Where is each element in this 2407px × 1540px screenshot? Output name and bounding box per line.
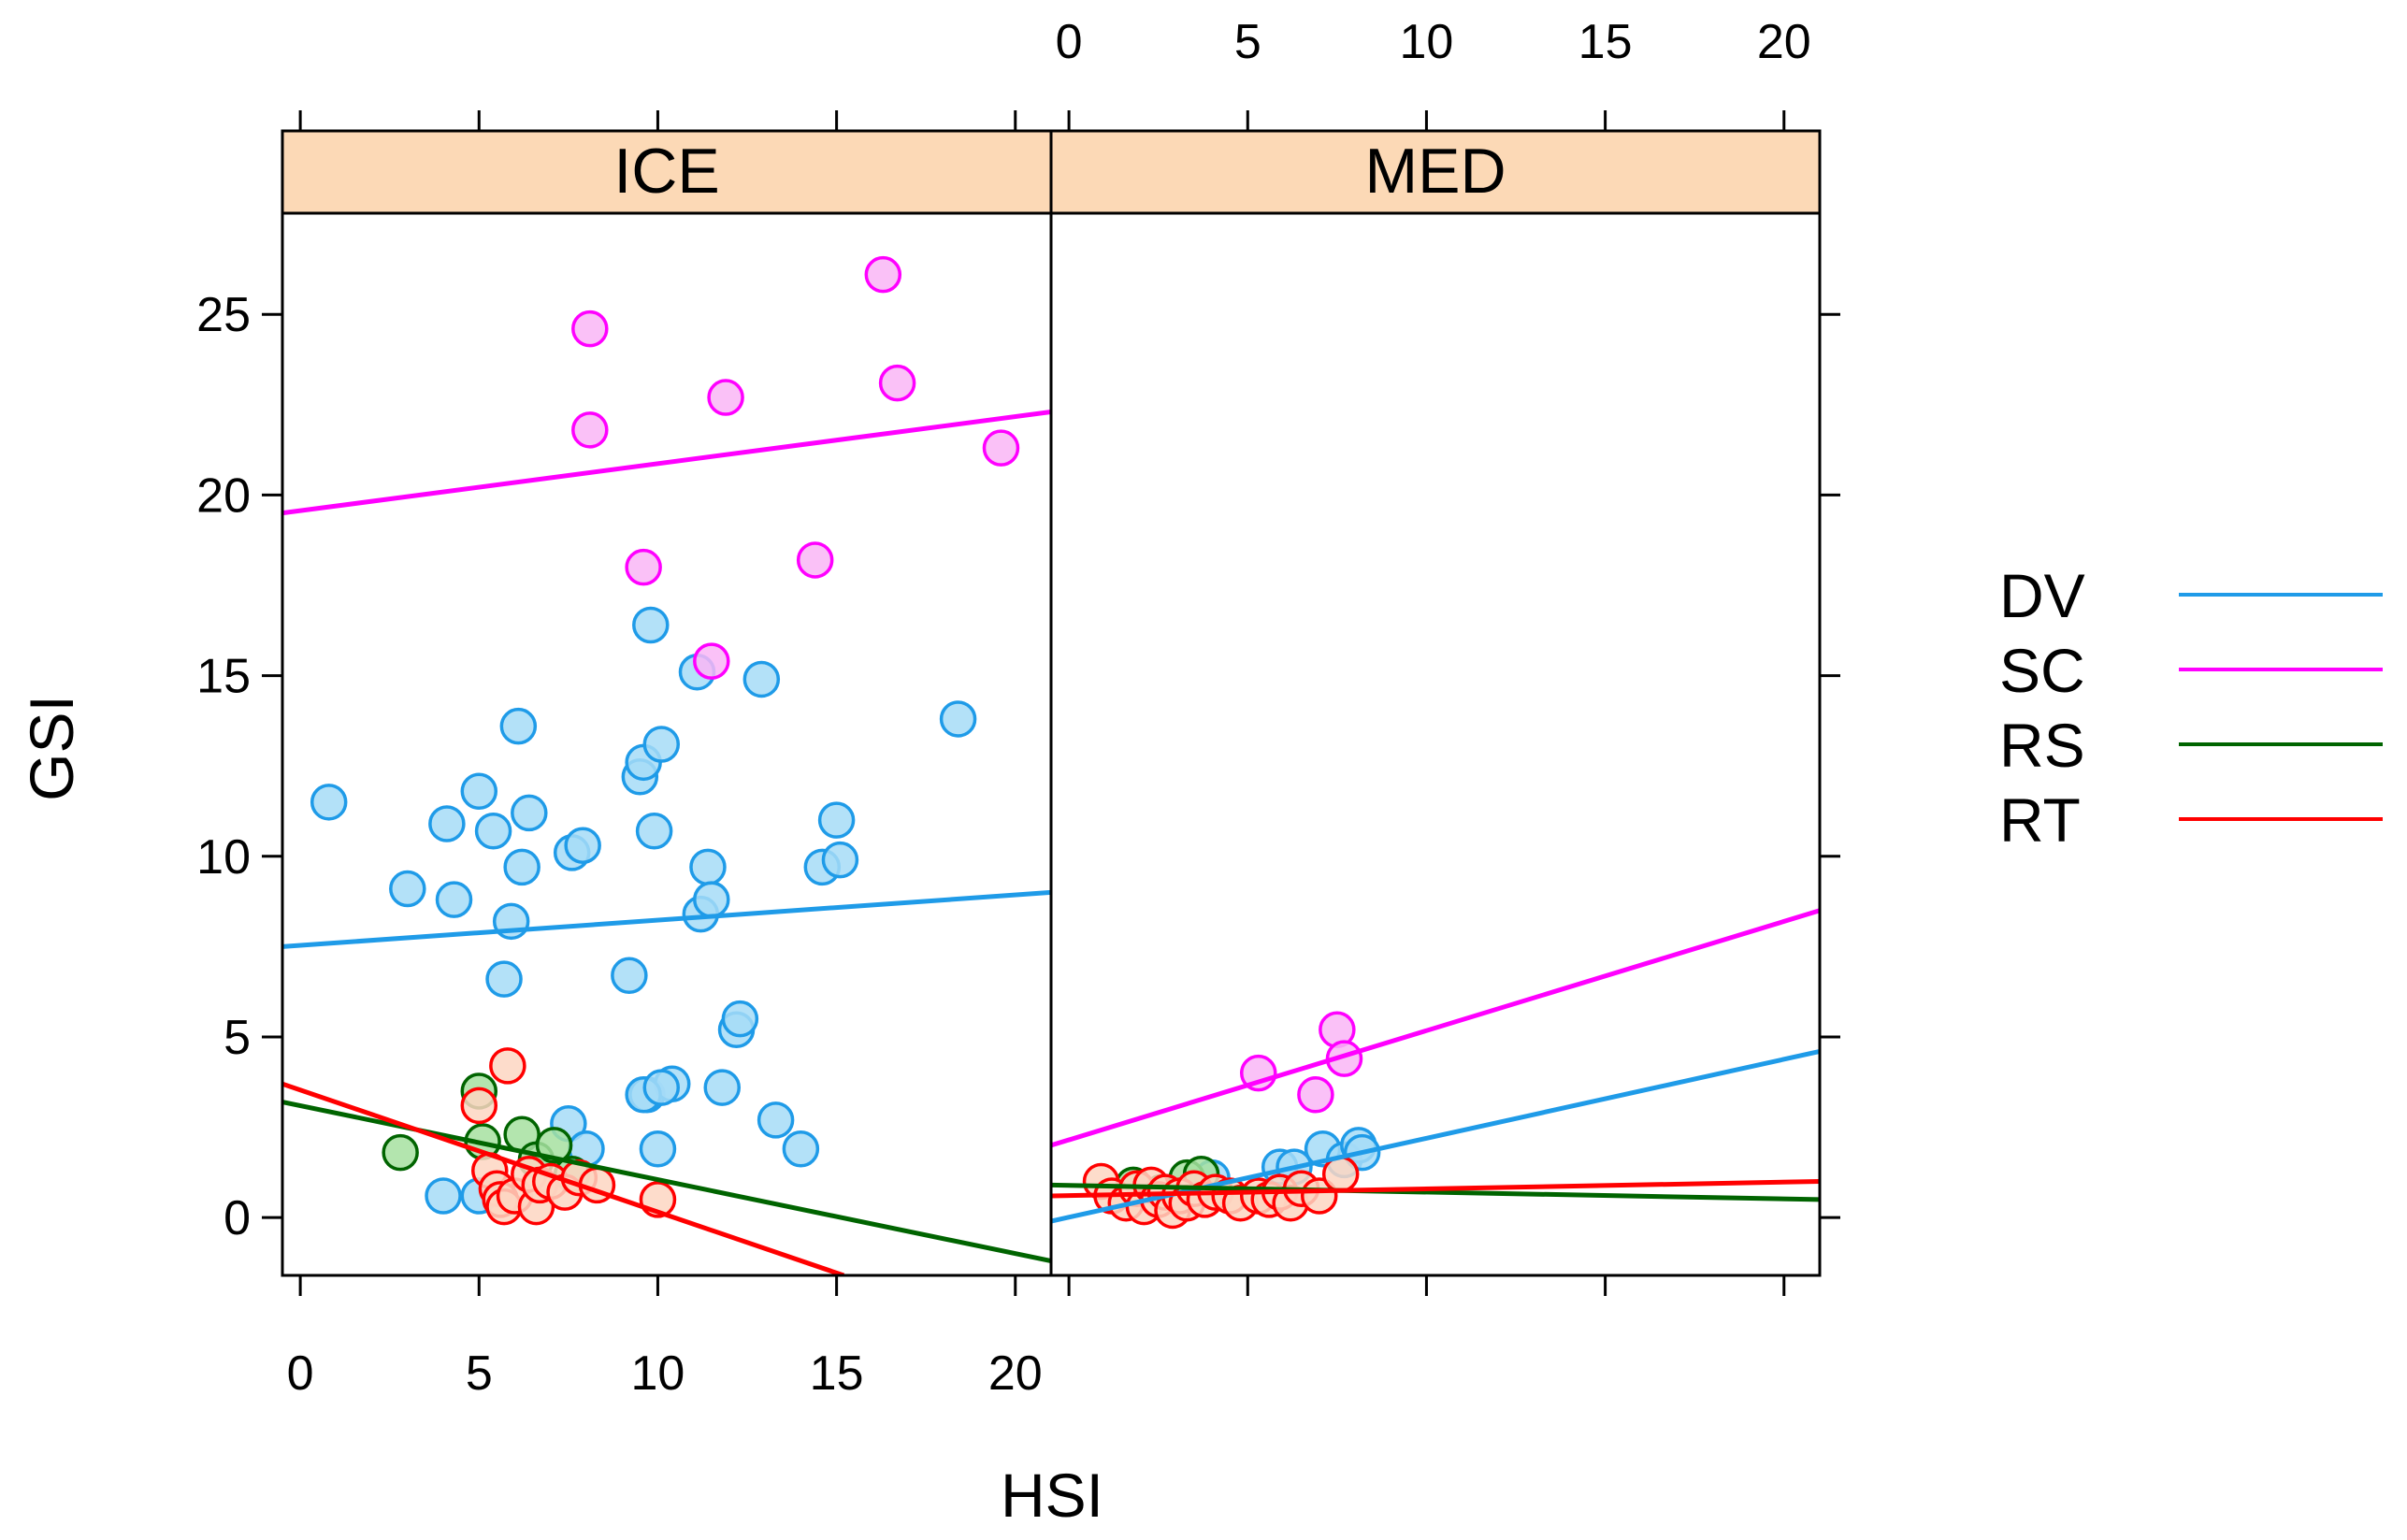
strip-label: MED bbox=[1364, 136, 1506, 207]
data-point-dv bbox=[425, 1177, 462, 1215]
fit-line-rs bbox=[1051, 1182, 1820, 1202]
x-tick-label: 5 bbox=[1234, 15, 1261, 69]
data-point-dv bbox=[642, 726, 681, 763]
axes-layer: 0 5 10 15 20 0 5 10 15 20 0 5 10 15 20 25 bbox=[196, 15, 1840, 1401]
data-point-sc bbox=[571, 309, 609, 348]
data-point-dv bbox=[821, 841, 859, 879]
legend-label: DV bbox=[1999, 561, 2085, 630]
data-point-dv bbox=[632, 606, 670, 644]
y-axis-title: GSI bbox=[17, 695, 86, 801]
data-point-dv bbox=[474, 812, 512, 850]
x-tick-label: 15 bbox=[1578, 15, 1633, 69]
panel-data bbox=[1051, 908, 1820, 1230]
x-tick-label: 0 bbox=[1056, 15, 1083, 69]
y-tick-label: 25 bbox=[196, 288, 251, 342]
data-point-sc bbox=[982, 429, 1020, 467]
data-point-rt bbox=[1321, 1156, 1360, 1193]
data-point-dv bbox=[639, 1130, 677, 1168]
legend-label: SC bbox=[1999, 636, 2085, 705]
panel-ice: ICE bbox=[281, 129, 1053, 1277]
x-tick-label: 15 bbox=[810, 1346, 864, 1401]
data-point-dv bbox=[689, 848, 727, 886]
data-point-rs bbox=[535, 1127, 573, 1164]
data-point-dv bbox=[635, 812, 673, 850]
panels-layer: ICE MED bbox=[281, 129, 1822, 1277]
data-point-dv bbox=[428, 805, 466, 842]
data-point-sc bbox=[796, 541, 834, 579]
x-tick-label: 10 bbox=[631, 1346, 685, 1401]
data-point-sc bbox=[1297, 1076, 1334, 1114]
data-point-dv bbox=[511, 794, 548, 832]
y-tick-label: 5 bbox=[223, 1011, 251, 1065]
data-point-sc bbox=[571, 411, 609, 449]
data-point-sc bbox=[878, 364, 916, 402]
panel-data bbox=[282, 255, 1051, 1275]
legend-item-sc: SC bbox=[1999, 636, 2383, 705]
fit-line-rt bbox=[282, 1081, 845, 1275]
data-point-dv bbox=[460, 772, 498, 810]
y-tick-label: 10 bbox=[196, 830, 251, 885]
fit-line-sc bbox=[282, 410, 1051, 516]
data-point-rt bbox=[460, 1087, 498, 1125]
y-tick-label: 15 bbox=[196, 650, 251, 704]
data-point-dv bbox=[693, 881, 730, 918]
y-tick-label: 20 bbox=[196, 468, 251, 523]
fit-line-rt bbox=[1051, 1179, 1820, 1199]
data-point-dv bbox=[757, 1101, 795, 1139]
data-point-dv bbox=[499, 707, 538, 745]
data-point-dv bbox=[939, 700, 977, 738]
data-point-dv bbox=[817, 801, 856, 839]
data-point-sc bbox=[864, 255, 902, 294]
panel-med: MED bbox=[1049, 129, 1822, 1277]
strip-label: ICE bbox=[613, 136, 719, 207]
data-point-dv bbox=[782, 1130, 820, 1168]
data-point-dv bbox=[703, 1069, 742, 1106]
y-tick-label: 0 bbox=[223, 1191, 251, 1245]
data-point-dv bbox=[503, 848, 540, 886]
x-tick-label: 0 bbox=[287, 1346, 314, 1401]
data-point-sc bbox=[625, 548, 662, 586]
data-point-dv bbox=[564, 827, 601, 864]
x-tick-label: 10 bbox=[1400, 15, 1454, 69]
data-point-dv bbox=[435, 881, 473, 918]
data-point-dv bbox=[721, 1000, 759, 1038]
data-point-dv bbox=[310, 784, 348, 821]
data-point-rt bbox=[1300, 1177, 1338, 1215]
legend-label: RT bbox=[1999, 785, 2081, 855]
fit-line-sc bbox=[1051, 908, 1820, 1148]
x-tick-label: 20 bbox=[988, 1346, 1043, 1401]
legend-item-rs: RS bbox=[1999, 711, 2383, 780]
legend-item-dv: DV bbox=[1999, 561, 2383, 630]
data-point-dv bbox=[611, 957, 648, 995]
x-tick-label: 5 bbox=[466, 1346, 493, 1401]
data-point-sc bbox=[707, 379, 744, 416]
x-axis-title: HSI bbox=[1001, 1461, 1103, 1530]
strip-background bbox=[281, 129, 1053, 215]
data-point-dv bbox=[389, 870, 426, 908]
data-point-rs bbox=[382, 1133, 419, 1172]
x-tick-label: 20 bbox=[1757, 15, 1811, 69]
legend-label: RS bbox=[1999, 711, 2085, 780]
legend-item-rt: RT bbox=[1999, 785, 2383, 855]
data-point-sc bbox=[693, 642, 730, 680]
data-point-rt bbox=[489, 1047, 526, 1085]
panel-frame bbox=[1049, 211, 1822, 1277]
data-point-dv bbox=[742, 660, 781, 698]
data-point-dv bbox=[485, 960, 523, 998]
data-point-dv bbox=[642, 1069, 681, 1106]
fit-line-dv bbox=[282, 889, 1051, 949]
fit-line-rs bbox=[282, 1100, 1051, 1263]
